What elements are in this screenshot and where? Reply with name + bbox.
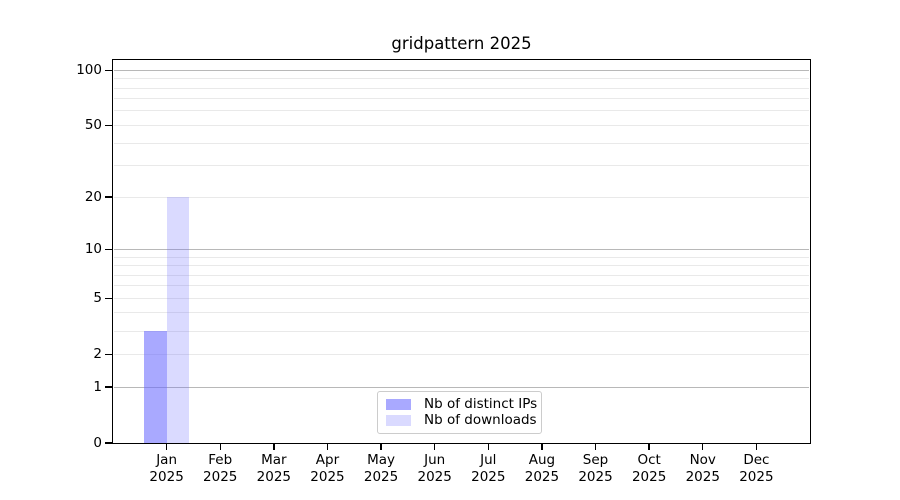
x-tick-label: Jan 2025 [135, 452, 199, 486]
x-tick-year: 2025 [524, 469, 560, 485]
x-tick-year: 2025 [203, 469, 238, 485]
y-tick-label: 20 [84, 189, 102, 206]
minor-gridline [113, 110, 809, 112]
y-tick-label: 1 [93, 379, 102, 395]
x-tick-label: Nov 2025 [671, 452, 735, 486]
y-tick-label: 0 [93, 435, 102, 451]
x-tick-mark [273, 444, 275, 450]
x-tick-mark [648, 444, 650, 450]
x-tick-month: Jan [156, 452, 178, 468]
y-tick-label: 2 [93, 346, 102, 363]
x-tick-mark [755, 444, 758, 450]
minor-gridline [113, 274, 809, 276]
minor-gridline [113, 285, 809, 287]
minor-gridline [113, 165, 809, 167]
minor-gridline [113, 312, 809, 314]
legend-label-downloads: Nb of downloads [424, 412, 537, 428]
legend: Nb of distinct IPs Nb of downloads [377, 391, 542, 434]
minor-gridline [113, 87, 809, 89]
y-tick-label: 50 [84, 117, 102, 134]
minor-gridline [113, 142, 809, 144]
legend-swatch-distinct-ips [386, 399, 411, 410]
x-tick-year: 2025 [149, 469, 184, 485]
minor-gridline [113, 297, 809, 299]
x-tick-label: Oct 2025 [617, 452, 681, 486]
y-tick-mark [105, 69, 112, 71]
x-tick-month: May [367, 452, 396, 468]
x-tick-label: Aug 2025 [510, 452, 574, 486]
major-gridline [113, 386, 809, 388]
x-tick-month: Sep [582, 452, 609, 468]
x-tick-year: 2025 [256, 469, 292, 485]
x-tick-month: Aug [528, 452, 556, 468]
x-tick-year: 2025 [739, 469, 774, 485]
legend-label-distinct-ips: Nb of distinct IPs [424, 396, 538, 412]
minor-gridline [113, 78, 809, 80]
x-tick-year: 2025 [363, 469, 399, 485]
x-tick-month: Apr [315, 452, 340, 468]
x-tick-month: Dec [743, 452, 770, 468]
x-tick-label: Dec 2025 [724, 452, 788, 486]
chart-title: gridpattern 2025 [391, 34, 532, 53]
y-tick-label: 10 [84, 241, 102, 258]
x-tick-year: 2025 [310, 469, 345, 485]
x-tick-label: Mar 2025 [242, 452, 306, 486]
x-tick-year: 2025 [631, 469, 667, 485]
x-tick-mark [702, 444, 704, 450]
x-tick-mark [219, 444, 221, 450]
x-tick-label: Jul 2025 [456, 452, 520, 486]
y-tick-mark [105, 297, 112, 299]
y-tick-mark [105, 196, 112, 198]
y-tick-mark [105, 124, 112, 127]
x-tick-month: Feb [208, 452, 233, 468]
x-tick-year: 2025 [471, 469, 506, 485]
x-tick-month: Jun [424, 452, 446, 468]
x-tick-label: Jun 2025 [403, 452, 467, 486]
x-tick-mark [433, 444, 436, 450]
x-tick-month: Nov [689, 452, 716, 468]
x-tick-mark [380, 444, 382, 450]
x-tick-year: 2025 [685, 469, 720, 485]
legend-swatch-downloads [386, 415, 411, 426]
y-tick-label: 100 [76, 62, 102, 79]
y-tick-label: 5 [93, 290, 102, 307]
minor-gridline [113, 265, 809, 266]
major-gridline [113, 248, 809, 250]
x-tick-label: Sep 2025 [564, 452, 628, 486]
y-tick-mark [105, 248, 112, 250]
x-tick-label: Feb 2025 [188, 452, 252, 486]
x-tick-label: May 2025 [349, 452, 413, 486]
minor-gridline [113, 98, 809, 100]
minor-gridline [113, 330, 809, 332]
x-tick-month: Mar [261, 452, 287, 468]
minor-gridline [113, 196, 809, 198]
x-tick-mark [541, 444, 543, 450]
x-tick-mark [594, 444, 597, 450]
x-tick-year: 2025 [417, 469, 452, 485]
x-tick-month: Oct [637, 452, 661, 468]
x-tick-month: Jul [480, 452, 497, 468]
major-gridline [113, 69, 809, 71]
x-tick-mark [326, 444, 329, 450]
y-tick-mark [105, 386, 112, 388]
minor-gridline [113, 124, 809, 126]
legend-item-distinct-ips: Nb of distinct IPs [386, 397, 537, 412]
y-tick-mark [105, 442, 112, 444]
y-tick-mark [105, 353, 112, 355]
minor-gridline [113, 256, 809, 258]
x-tick-mark [487, 444, 489, 450]
legend-item-downloads: Nb of downloads [386, 413, 537, 428]
minor-gridline [113, 353, 809, 355]
x-tick-mark [165, 444, 168, 450]
bar-nb-of-downloads [166, 197, 190, 443]
x-tick-year: 2025 [578, 469, 613, 485]
bar-nb-of-distinct-ips [144, 331, 167, 443]
x-tick-label: Apr 2025 [295, 452, 359, 486]
